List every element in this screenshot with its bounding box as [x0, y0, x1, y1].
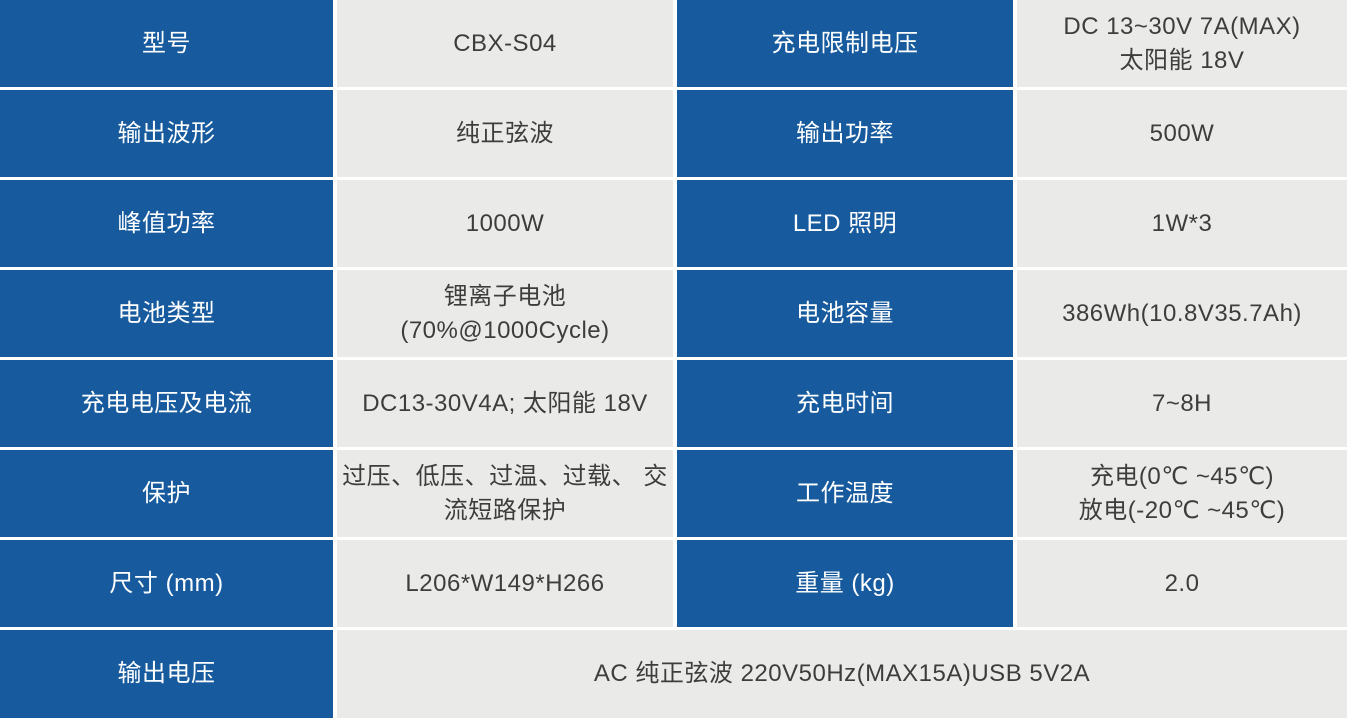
spec-label-dimensions: 尺寸 (mm) [0, 540, 333, 627]
spec-value-charge-time: 7~8H [1017, 360, 1347, 447]
spec-value-dimensions: L206*W149*H266 [337, 540, 673, 627]
spec-label-peak-power: 峰值功率 [0, 180, 333, 267]
spec-value-battery-type: 锂离子电池 (70%@1000Cycle) [337, 270, 673, 357]
spec-label-weight: 重量 (kg) [677, 540, 1013, 627]
spec-label-output-power: 输出功率 [677, 90, 1013, 177]
spec-label-battery-type: 电池类型 [0, 270, 333, 357]
spec-value-output-waveform: 纯正弦波 [337, 90, 673, 177]
spec-label-battery-capacity: 电池容量 [677, 270, 1013, 357]
spec-value-led-light: 1W*3 [1017, 180, 1347, 267]
spec-label-charge-limit-voltage: 充电限制电压 [677, 0, 1013, 87]
spec-label-charge-voltage-current: 充电电压及电流 [0, 360, 333, 447]
spec-value-working-temperature: 充电(0℃ ~45℃) 放电(-20℃ ~45℃) [1017, 450, 1347, 537]
spec-value-charge-voltage-current: DC13-30V4A; 太阳能 18V [337, 360, 673, 447]
spec-label-working-temperature: 工作温度 [677, 450, 1013, 537]
spec-label-output-waveform: 输出波形 [0, 90, 333, 177]
spec-value-protection: 过压、低压、过温、过载、 交 流短路保护 [337, 450, 673, 537]
spec-value-peak-power: 1000W [337, 180, 673, 267]
spec-label-protection: 保护 [0, 450, 333, 537]
spec-value-output-power: 500W [1017, 90, 1347, 177]
spec-value-battery-capacity: 386Wh(10.8V35.7Ah) [1017, 270, 1347, 357]
spec-label-model: 型号 [0, 0, 333, 87]
spec-value-charge-limit-voltage: DC 13~30V 7A(MAX) 太阳能 18V [1017, 0, 1347, 87]
spec-value-model: CBX-S04 [337, 0, 673, 87]
spec-label-charge-time: 充电时间 [677, 360, 1013, 447]
spec-label-output-voltage: 输出电压 [0, 630, 333, 718]
spec-value-output-voltage: AC 纯正弦波 220V50Hz(MAX15A)USB 5V2A [337, 630, 1347, 718]
spec-value-weight: 2.0 [1017, 540, 1347, 627]
spec-label-led-light: LED 照明 [677, 180, 1013, 267]
